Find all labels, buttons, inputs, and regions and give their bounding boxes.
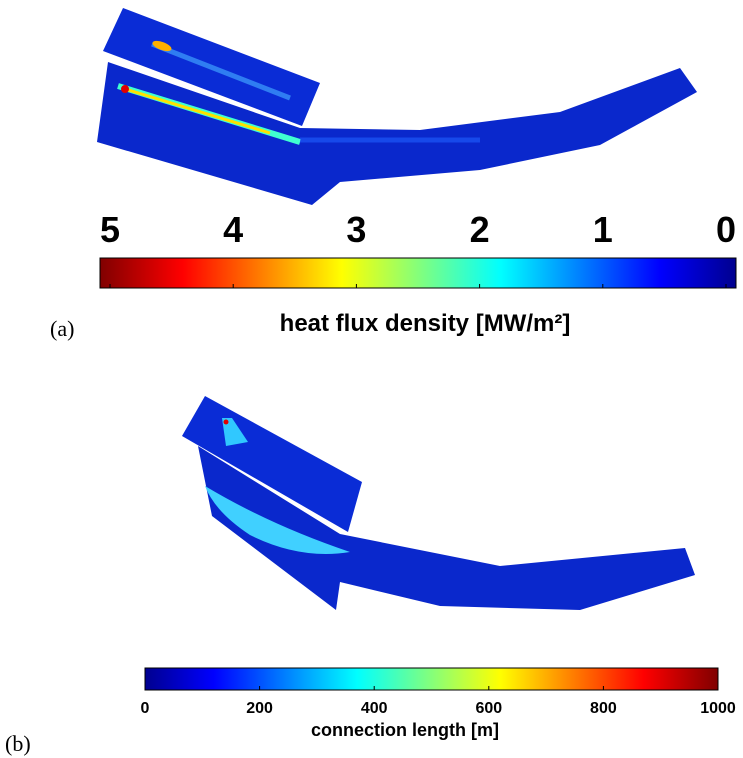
colorbar-tick-label: 1000: [700, 700, 736, 717]
colorbar-tick-label: 5: [100, 209, 120, 250]
colorbar-tick-label: 1: [593, 209, 613, 250]
colorbar-tick-label: 0: [141, 700, 150, 717]
panel-label: (b): [5, 731, 31, 756]
colorbar-label: connection length [m]: [311, 720, 499, 740]
colorbar-tick-label: 400: [361, 700, 388, 717]
colorbar: [99, 257, 737, 289]
colorbar-tick-label: 0: [716, 209, 736, 250]
colorbar-label: heat flux density [MW/m²]: [280, 310, 571, 337]
heat-map-a: [97, 8, 697, 205]
colorbar-tick-label: 200: [246, 700, 273, 717]
colorbar-tick-label: 600: [475, 700, 502, 717]
colorbar-tick-label: 800: [590, 700, 617, 717]
panels: 5 4 3 2 1 0 heat flux density [MW/m²] (a) 0 200 40…: [5, 209, 737, 756]
colorbar-tick-label: 3: [346, 209, 366, 250]
panel-label: (a): [50, 316, 74, 341]
colorbar: [144, 667, 719, 691]
colorbar-tick-label: 4: [223, 209, 243, 250]
connection-map-b: [182, 396, 695, 610]
colorbar-tick-label: 2: [470, 209, 490, 250]
